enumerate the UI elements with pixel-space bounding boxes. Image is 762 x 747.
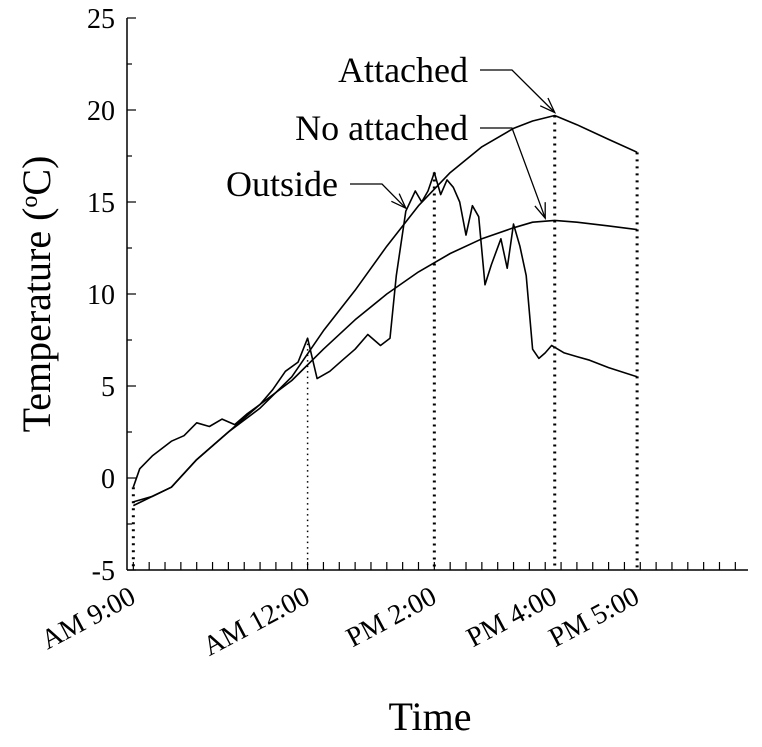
series-layer: [132, 114, 638, 507]
annotation-outside: Outside: [226, 164, 338, 204]
x-tick-label: PM 4:00: [462, 581, 562, 654]
leader-outside: [350, 183, 407, 209]
annotation-attached: Attached: [338, 50, 468, 90]
leader-attached: [480, 69, 556, 113]
arrowhead-attached: [539, 97, 557, 114]
y-tick-label: 20: [87, 96, 115, 127]
y-tick-label: -5: [92, 556, 115, 587]
arrowhead-no-attached: [534, 202, 546, 220]
x-tick-label: AM 12:00: [198, 581, 315, 663]
y-axis-ticks: -5 0 5 10 15 20 25: [87, 4, 136, 587]
arrowhead-outside: [391, 193, 408, 210]
y-axis-title-post: C): [14, 156, 59, 196]
series-line-attached: [132, 114, 638, 507]
x-tick-label: PM 2:00: [341, 581, 441, 654]
drop-lines: [131, 115, 639, 570]
y-tick-label: 5: [101, 372, 115, 403]
series-line-outside: [132, 171, 638, 488]
x-tick-label: PM 5:00: [544, 581, 644, 654]
annotations: Attached No attached Outside: [226, 50, 557, 220]
plot-area: [126, 18, 748, 571]
y-tick-label: 15: [87, 188, 115, 219]
y-axis-title-pre: Temperature (: [14, 208, 59, 433]
series-line-no-attached: [133, 219, 638, 503]
leader-no-attached: [480, 127, 546, 219]
y-tick-label: 25: [87, 4, 115, 35]
y-tick-label: 10: [87, 280, 115, 311]
annotation-no-attached: No attached: [295, 108, 468, 148]
x-axis-title: Time: [388, 694, 471, 739]
y-axis-title-sup: o: [17, 196, 43, 208]
y-axis-title: Temperature (oC): [14, 156, 59, 433]
y-tick-label: 0: [101, 464, 115, 495]
x-tick-label: AM 9:00: [36, 581, 141, 656]
